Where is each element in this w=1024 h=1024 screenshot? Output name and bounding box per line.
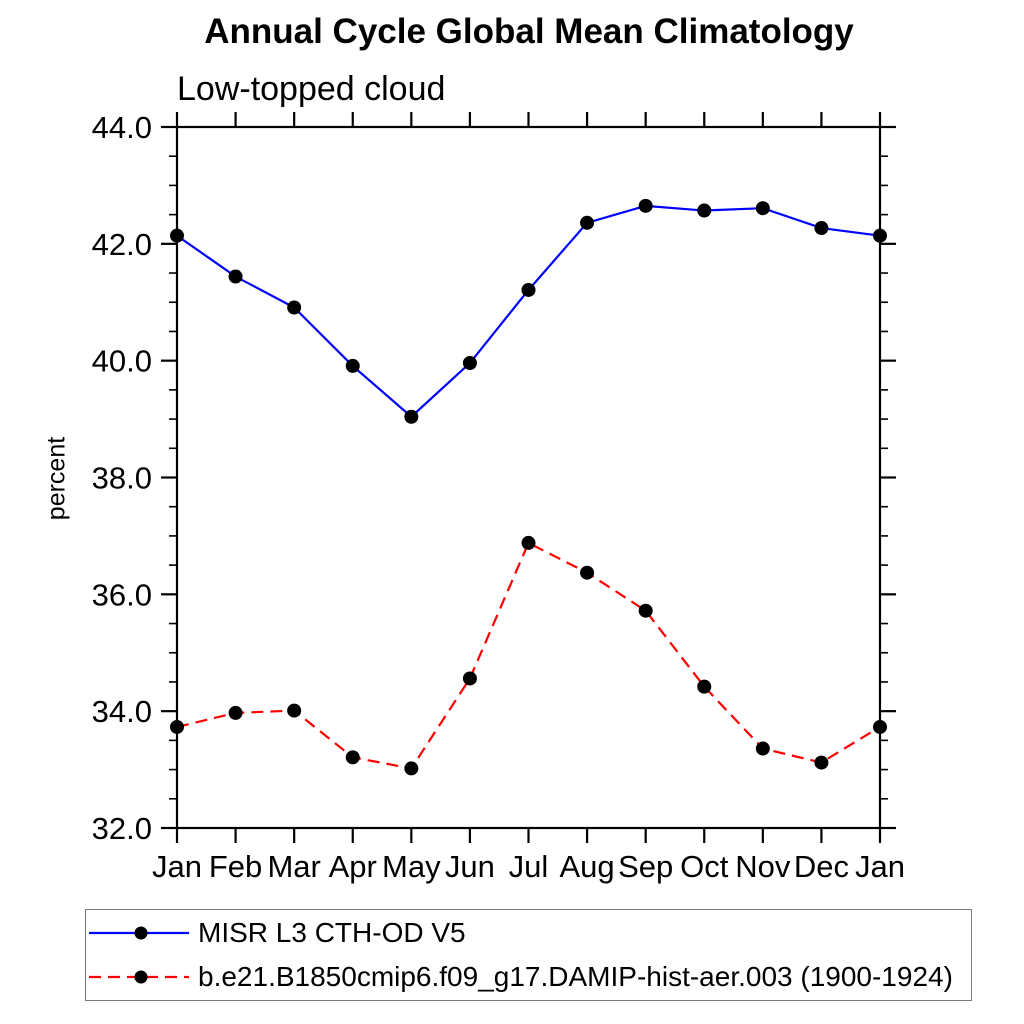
data-point-marker-0-3	[345, 358, 360, 373]
legend-item-misr: MISR L3 CTH-OD V5	[89, 917, 466, 948]
y-tick-label-40.0: 40.0	[92, 344, 152, 379]
data-point-marker-1-2	[287, 703, 302, 718]
legend-label-misr: MISR L3 CTH-OD V5	[198, 917, 466, 948]
data-point-marker-1-7	[580, 565, 595, 580]
x-tick-label-jul-6: Jul	[509, 849, 549, 884]
data-point-marker-0-10	[755, 201, 770, 216]
data-point-marker-0-2	[287, 300, 302, 315]
x-tick-label-mar-2: Mar	[267, 849, 320, 884]
data-point-marker-1-12	[873, 719, 887, 734]
x-tick-label-aug-7: Aug	[559, 849, 614, 884]
chart-title: Annual Cycle Global Mean Climatology	[204, 12, 854, 51]
x-tick-label-may-4: May	[382, 849, 441, 884]
legend-sample-marker	[134, 970, 148, 984]
series-line-0	[176, 204, 881, 419]
x-tick-label-oct-9: Oct	[680, 849, 729, 884]
data-point-marker-0-7	[580, 215, 595, 230]
data-point-marker-0-4	[404, 409, 419, 424]
data-point-marker-0-12	[873, 228, 887, 243]
chart-subtitle: Low-topped cloud	[177, 70, 446, 108]
y-tick-label-44.0: 44.0	[92, 110, 152, 145]
x-tick-label-jun-5: Jun	[445, 849, 495, 884]
x-tick-label-jan-12: Jan	[855, 849, 905, 884]
y-tick-label-38.0: 38.0	[92, 461, 152, 496]
data-point-marker-0-1	[228, 269, 243, 284]
x-tick-label-jan-0: Jan	[152, 849, 202, 884]
data-point-marker-1-5	[462, 671, 477, 686]
legend-label-model: b.e21.B1850cmip6.f09_g17.DAMIP-hist-aer.…	[198, 961, 953, 992]
data-point-marker-1-10	[755, 741, 770, 756]
data-point-marker-0-0	[170, 228, 184, 243]
data-point-marker-0-8	[638, 198, 653, 213]
y-tick-label-32.0: 32.0	[92, 811, 152, 846]
x-tick-label-apr-3: Apr	[329, 849, 377, 884]
x-tick-label-feb-1: Feb	[209, 849, 262, 884]
data-point-marker-1-6	[521, 535, 536, 550]
data-point-marker-1-0	[170, 719, 184, 734]
y-tick-label-34.0: 34.0	[92, 694, 152, 729]
legend-line-sample-misr	[89, 926, 189, 940]
legend-item-model: b.e21.B1850cmip6.f09_g17.DAMIP-hist-aer.…	[89, 961, 953, 992]
legend-line-sample-model	[89, 970, 189, 984]
data-point-marker-0-11	[814, 221, 829, 236]
data-point-marker-0-9	[697, 203, 712, 218]
data-point-marker-0-6	[521, 282, 536, 297]
data-point-marker-1-9	[697, 679, 712, 694]
y-tick-label-42.0: 42.0	[92, 227, 152, 262]
legend-box: MISR L3 CTH-OD V5 b.e21.B1850cmip6.f09_g…	[85, 909, 972, 1001]
plot-frame	[175, 125, 882, 830]
x-tick-label-nov-10: Nov	[735, 849, 791, 884]
legend-sample-marker	[134, 926, 148, 940]
data-point-marker-1-11	[814, 755, 829, 770]
data-point-marker-1-4	[404, 761, 419, 776]
data-point-marker-1-3	[345, 750, 360, 765]
series-line-1	[176, 541, 881, 770]
y-tick-label-36.0: 36.0	[92, 577, 152, 612]
data-point-marker-1-1	[228, 705, 243, 720]
data-point-marker-1-8	[638, 603, 653, 618]
data-point-marker-0-5	[462, 356, 477, 371]
x-tick-label-sep-8: Sep	[618, 849, 673, 884]
x-tick-label-dec-11: Dec	[794, 849, 849, 884]
